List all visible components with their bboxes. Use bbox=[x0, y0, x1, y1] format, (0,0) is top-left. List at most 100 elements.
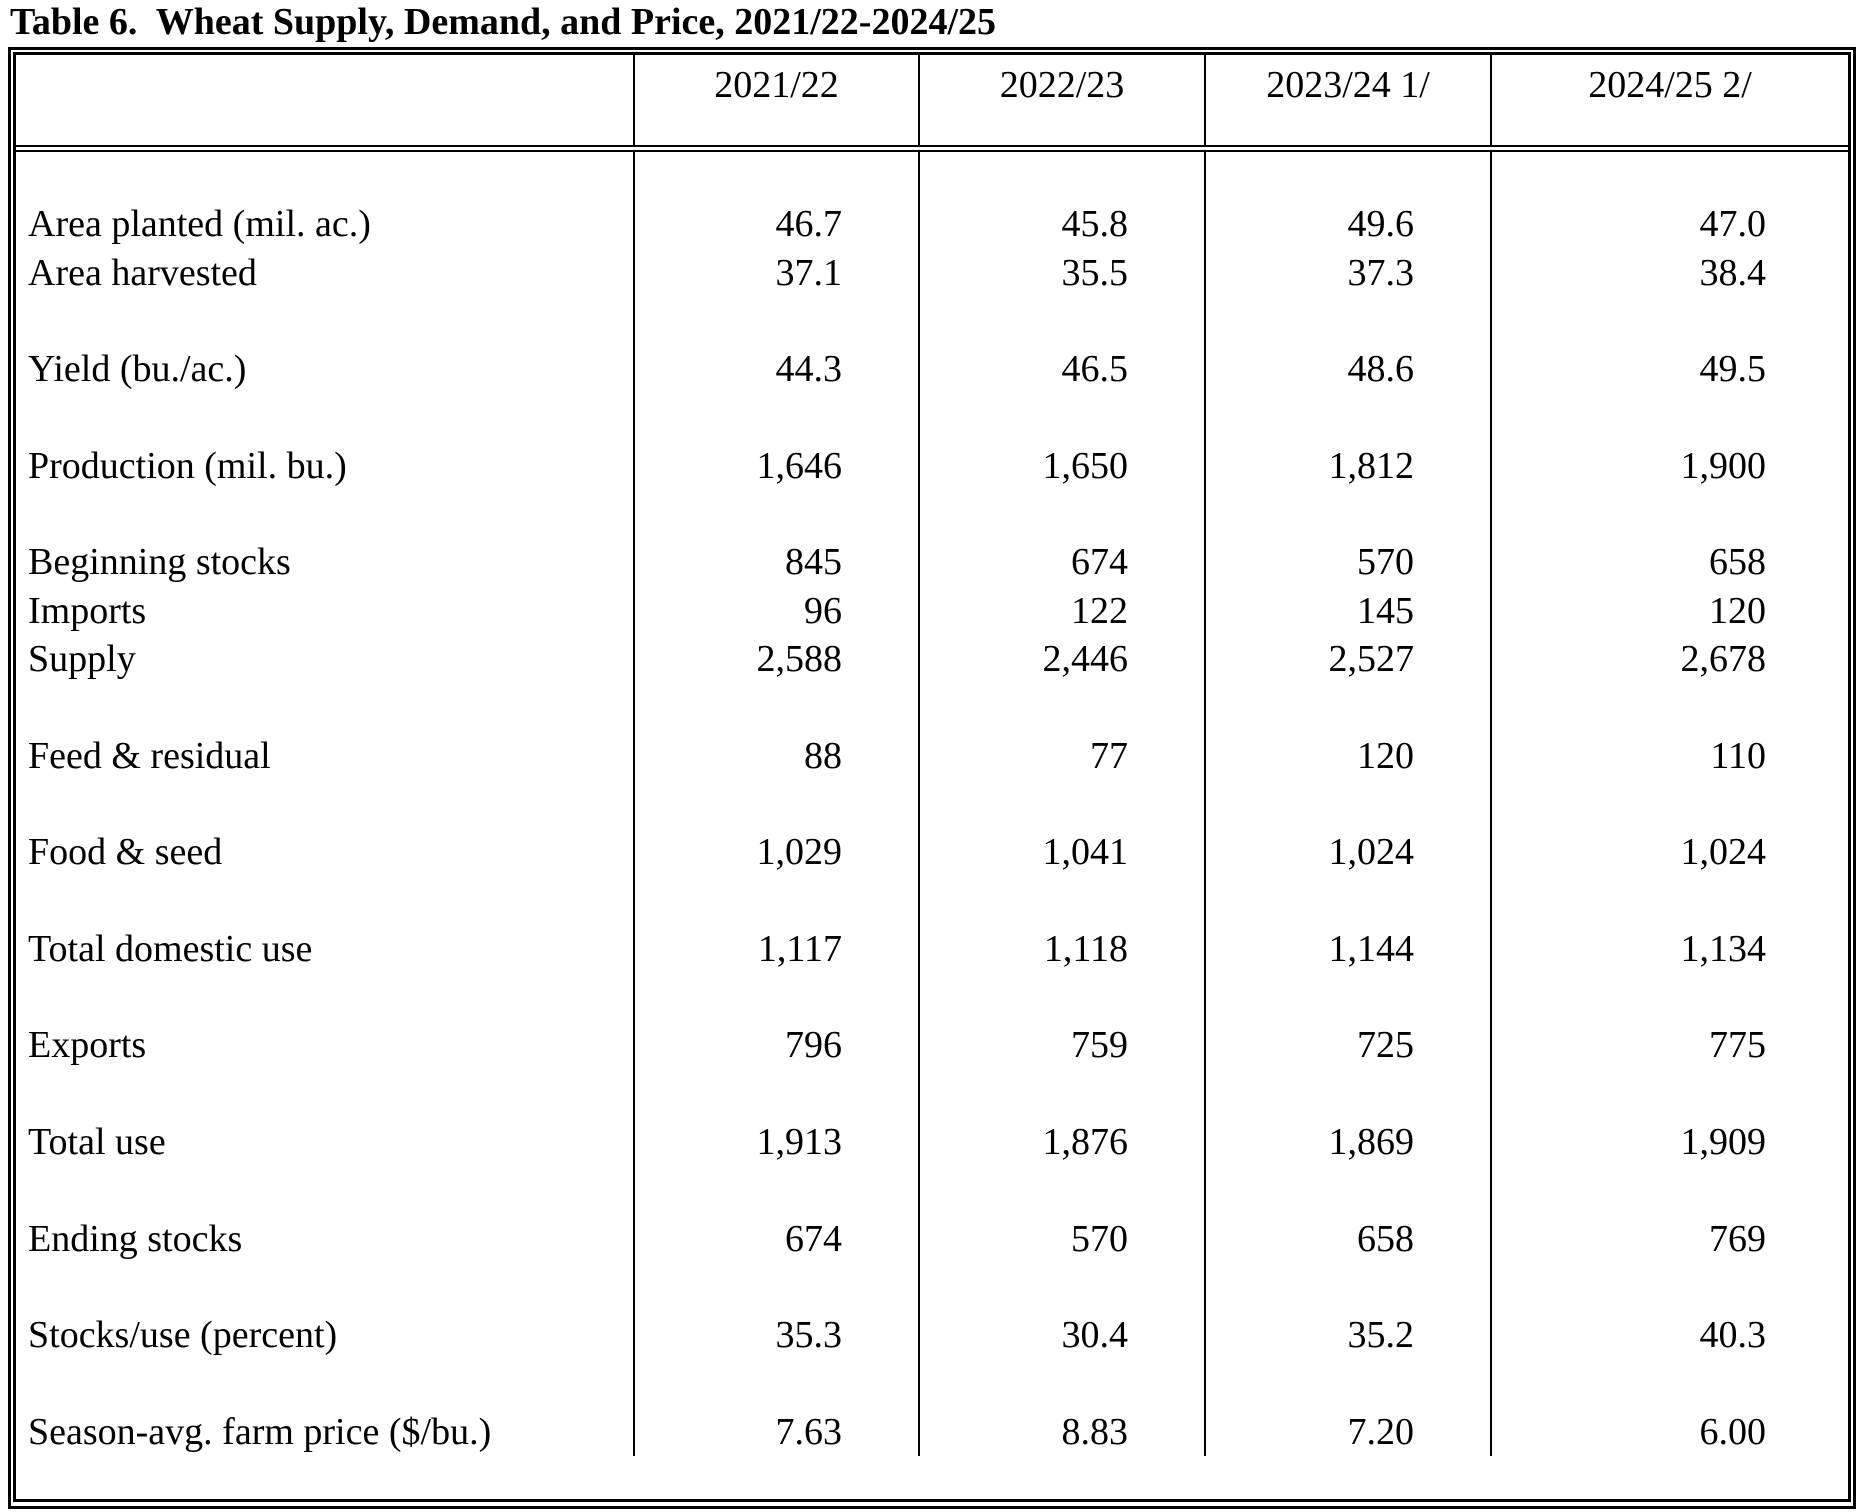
spacer-cell bbox=[918, 973, 1204, 1022]
row-label: Exports bbox=[28, 1024, 147, 1067]
table-cell: 145 bbox=[1204, 586, 1490, 635]
table-cell: 2,588 bbox=[633, 634, 918, 684]
table-cell: 38.4 bbox=[1490, 248, 1848, 297]
table-cell: 35.2 bbox=[1204, 1311, 1490, 1360]
spacer-cell bbox=[633, 296, 918, 346]
spacer-cell bbox=[918, 393, 1204, 442]
table-cell: 845 bbox=[633, 538, 918, 587]
spacer-cell bbox=[1204, 490, 1490, 539]
column-header-2024-25: 2024/25 2/ bbox=[1490, 55, 1848, 145]
column-header-2021-22: 2021/22 bbox=[633, 55, 918, 145]
spacer-cell bbox=[918, 152, 1204, 201]
table-cell: 2,446 bbox=[918, 634, 1204, 684]
spacer-cell bbox=[918, 1262, 1204, 1312]
spacer-cell bbox=[633, 876, 918, 925]
table-cell: 35.5 bbox=[918, 248, 1204, 297]
table-cell: 8.83 bbox=[918, 1407, 1204, 1457]
table-cell: 30.4 bbox=[918, 1311, 1204, 1360]
table-cell: 88 bbox=[633, 731, 918, 780]
table-cell: 1,024 bbox=[1490, 828, 1848, 877]
table-cell: 1,646 bbox=[633, 441, 918, 491]
table-cell: 1,024 bbox=[1204, 828, 1490, 877]
spacer-cell bbox=[633, 393, 918, 442]
row-label: Feed & residual bbox=[28, 734, 271, 777]
row-label: Production (mil. bu.) bbox=[28, 444, 347, 487]
table-body: Area planted (mil. ac.) 46.7 45.8 49.6 47.0 A… bbox=[16, 152, 1848, 1499]
spacer-cell bbox=[918, 490, 1204, 539]
spacer-cell bbox=[633, 683, 918, 732]
spacer-cell bbox=[1204, 876, 1490, 925]
table-cell: 1,650 bbox=[918, 441, 1204, 491]
table-cell: 759 bbox=[918, 1021, 1204, 1070]
table-cell: 122 bbox=[918, 586, 1204, 635]
table-cell: 796 bbox=[633, 1021, 918, 1070]
spacer-cell bbox=[16, 780, 633, 828]
table-cell: 46.7 bbox=[633, 200, 918, 249]
table-cell: 110 bbox=[1490, 731, 1848, 780]
row-label: Beginning stocks bbox=[28, 541, 291, 584]
row-label: Food & seed bbox=[28, 831, 223, 874]
table-header-row: 2021/22 2022/23 2023/24 1/ 2024/25 2/ bbox=[16, 55, 1848, 152]
table-cell: 769 bbox=[1490, 1214, 1848, 1263]
table-cell: 40.3 bbox=[1490, 1311, 1848, 1360]
table-cell: 48.6 bbox=[1204, 345, 1490, 394]
spacer-cell bbox=[918, 779, 1204, 829]
spacer-cell bbox=[1204, 1166, 1490, 1215]
spacer-cell bbox=[1204, 1069, 1490, 1118]
table-cell: 120 bbox=[1490, 586, 1848, 635]
table-cell: 77 bbox=[918, 731, 1204, 780]
spacer-cell bbox=[16, 973, 633, 1021]
table-cell: 775 bbox=[1490, 1021, 1848, 1070]
table-cell: 2,527 bbox=[1204, 634, 1490, 684]
spacer-cell bbox=[16, 683, 633, 731]
spacer-cell bbox=[16, 1359, 633, 1407]
table-cell: 658 bbox=[1204, 1214, 1490, 1263]
spacer-cell bbox=[16, 393, 633, 441]
spacer-cell bbox=[1490, 779, 1848, 829]
spacer-cell bbox=[1204, 1359, 1490, 1408]
table-cell: 6.00 bbox=[1490, 1407, 1848, 1457]
spacer-cell bbox=[633, 1166, 918, 1215]
table-cell: 35.3 bbox=[633, 1311, 918, 1360]
row-label: Stocks/use (percent) bbox=[28, 1314, 338, 1357]
table-cell: 1,869 bbox=[1204, 1117, 1490, 1167]
table-cell: 96 bbox=[633, 586, 918, 635]
table-cell: 1,041 bbox=[918, 828, 1204, 877]
wheat-supply-demand-table: 2021/22 2022/23 2023/24 1/ 2024/25 2/ Ar… bbox=[8, 47, 1856, 1509]
row-label: Area planted (mil. ac.) bbox=[28, 203, 371, 246]
spacer-cell bbox=[1490, 683, 1848, 732]
table-cell: 725 bbox=[1204, 1021, 1490, 1070]
table-cell: 47.0 bbox=[1490, 200, 1848, 249]
spacer-cell bbox=[633, 152, 918, 201]
table-cell: 1,913 bbox=[633, 1117, 918, 1167]
row-label: Ending stocks bbox=[28, 1217, 243, 1260]
spacer-cell bbox=[16, 490, 633, 538]
spacer-cell bbox=[1204, 683, 1490, 732]
table-cell: 1,812 bbox=[1204, 441, 1490, 491]
column-header-2022-23: 2022/23 bbox=[918, 55, 1204, 145]
table-cell: 49.5 bbox=[1490, 345, 1848, 394]
spacer-cell bbox=[633, 973, 918, 1022]
spacer-cell bbox=[1204, 393, 1490, 442]
table-cell: 1,144 bbox=[1204, 924, 1490, 974]
table-cell: 45.8 bbox=[918, 200, 1204, 249]
row-label: Area harvested bbox=[28, 251, 257, 294]
spacer-cell bbox=[1490, 296, 1848, 346]
spacer-cell bbox=[1490, 1166, 1848, 1215]
row-label: Total use bbox=[28, 1120, 166, 1163]
spacer-cell bbox=[16, 1070, 633, 1118]
spacer-cell bbox=[1490, 393, 1848, 442]
table-cell: 120 bbox=[1204, 731, 1490, 780]
spacer-cell bbox=[918, 876, 1204, 925]
row-label: Yield (bu./ac.) bbox=[28, 348, 247, 391]
column-header-2023-24: 2023/24 1/ bbox=[1204, 55, 1490, 145]
spacer-cell bbox=[918, 683, 1204, 732]
table-cell: 570 bbox=[918, 1214, 1204, 1263]
table-cell: 658 bbox=[1490, 538, 1848, 587]
row-label: Total domestic use bbox=[28, 927, 313, 970]
spacer-cell bbox=[1490, 490, 1848, 539]
table-cell: 1,900 bbox=[1490, 441, 1848, 491]
table-cell: 570 bbox=[1204, 538, 1490, 587]
spacer-cell bbox=[1204, 973, 1490, 1022]
